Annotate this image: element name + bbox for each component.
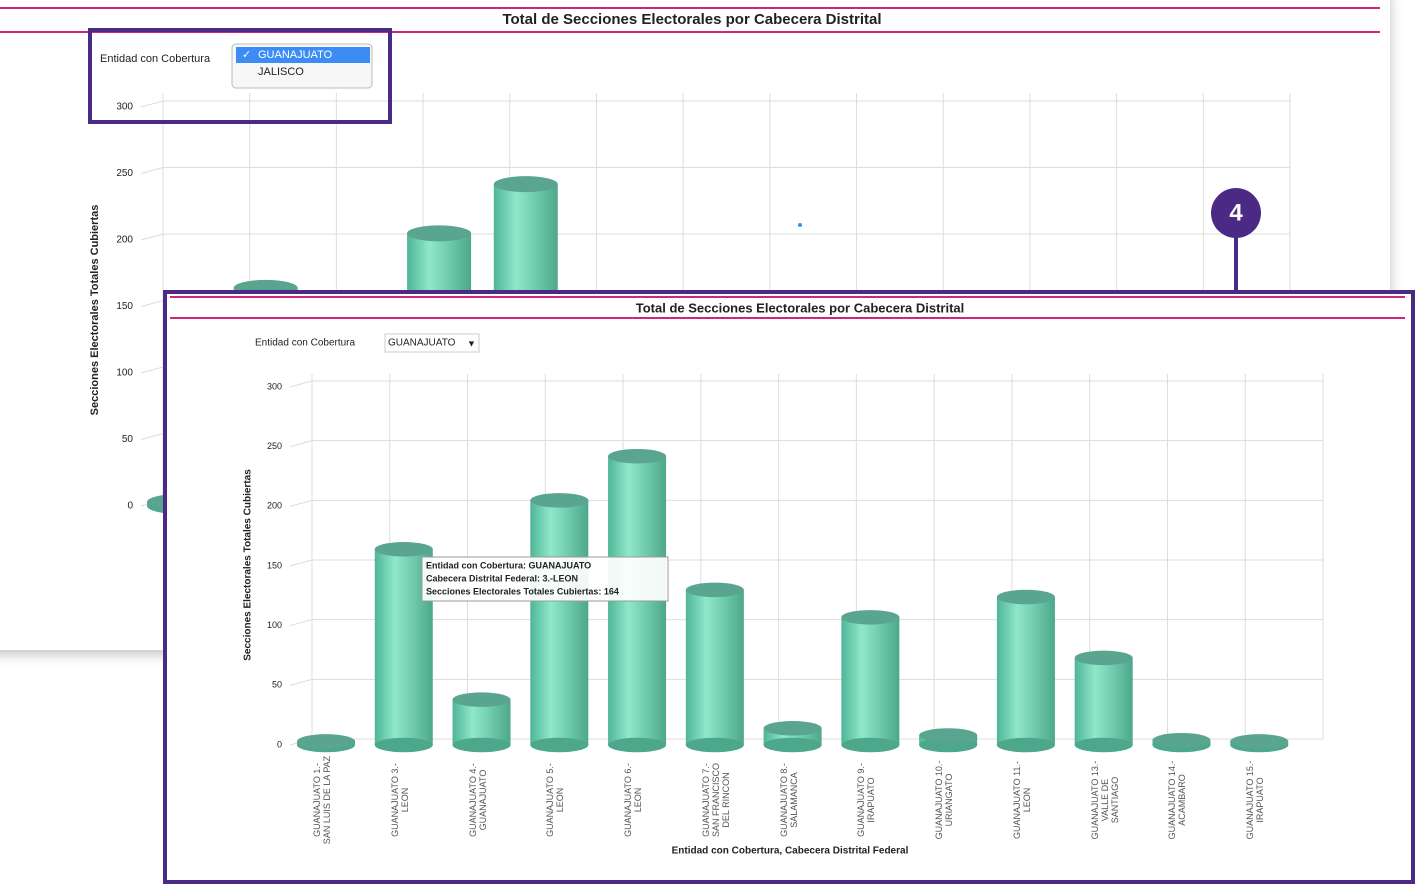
dropdown-option-selected[interactable] — [236, 47, 370, 63]
bar — [685, 589, 744, 745]
bar-top — [493, 176, 558, 193]
y-tick-label: 100 — [267, 620, 282, 630]
bar-top — [297, 734, 355, 749]
bar-base — [841, 737, 900, 753]
grid-line-depth — [140, 300, 164, 307]
bar-top — [919, 728, 978, 743]
bar-base — [452, 737, 511, 753]
bar-top — [1152, 732, 1211, 748]
bar-top — [452, 692, 511, 707]
filter-label: Entidad con Cobertura — [100, 53, 211, 65]
x-axis-label: Entidad con Cobertura, Cabecera Distrita… — [672, 846, 909, 857]
x-tick-label: GUANAJUATO 11.-LEON — [1011, 760, 1032, 840]
grid-line-depth — [289, 380, 313, 388]
bar-top — [763, 721, 822, 736]
bar-top — [841, 610, 900, 625]
front-panel — [163, 290, 1415, 884]
bar-top — [1074, 650, 1133, 666]
dropdown-option[interactable]: GUANAJUATO — [258, 49, 333, 61]
chart-title: Total de Secciones Electorales por Cabec… — [502, 11, 881, 28]
grid-line-depth — [289, 440, 313, 448]
x-tick-label: GUANAJUATO 6.-LEON — [623, 763, 644, 837]
bar-top — [407, 225, 472, 242]
dropdown-option[interactable]: JALISCO — [258, 66, 304, 78]
bar — [841, 617, 900, 745]
bar — [530, 500, 589, 745]
grid-line-depth — [140, 100, 164, 108]
bar-base — [374, 737, 433, 753]
y-tick-label: 50 — [272, 680, 282, 690]
x-tick-label: GUANAJUATO 7.-SAN FRANCISCO DEL RINCON — [700, 763, 731, 838]
grid-line-depth — [140, 433, 164, 440]
grid-line-depth — [140, 366, 164, 374]
bar — [996, 597, 1055, 745]
grid-line-depth — [289, 559, 313, 567]
bar-top — [996, 589, 1055, 605]
y-tick-label: 200 — [116, 235, 133, 246]
x-tick-label: GUANAJUATO 14.-ACAMBARO — [1167, 760, 1188, 840]
x-tick-label: GUANAJUATO 1.-SAN LUIS DE LA PAZ — [312, 755, 332, 845]
y-tick-label: 250 — [267, 441, 282, 451]
tooltip — [421, 556, 669, 602]
y-tick-label: 150 — [116, 301, 133, 312]
tooltip-line: Entidad con Cobertura: GUANAJUATO — [426, 560, 591, 570]
grid-line-depth — [289, 619, 313, 627]
bar-top — [608, 448, 667, 464]
bar-base — [763, 737, 822, 753]
bar-base — [1074, 737, 1133, 753]
y-tick-label: 0 — [127, 501, 133, 512]
x-tick-label: GUANAJUATO 3.-LEON — [389, 763, 410, 837]
y-tick-label: 300 — [116, 102, 133, 113]
chart-title: Total de Secciones Electorales por Cabec… — [636, 300, 965, 315]
bar-top — [685, 582, 744, 598]
x-tick-label: GUANAJUATO 5.-LEON — [545, 763, 566, 837]
y-tick-label: 150 — [267, 560, 282, 570]
bar-top — [374, 542, 433, 557]
y-axis-label: Secciones Electorales Totales Cubiertas — [243, 469, 254, 661]
y-tick-label: 0 — [277, 739, 282, 749]
x-tick-label: GUANAJUATO 10.-URIANGATO — [934, 760, 955, 840]
bar-base — [530, 737, 589, 753]
bar — [1074, 657, 1133, 745]
dropdown-arrow: ▼ — [467, 338, 476, 348]
bar-base — [608, 737, 667, 753]
grid-line-depth — [289, 678, 313, 686]
highlight-frame — [88, 28, 392, 124]
bar-base — [996, 737, 1055, 753]
grid-line-depth — [140, 233, 164, 241]
checkmark: ✓ — [242, 49, 251, 61]
filter-label: Entidad con Cobertura — [255, 338, 356, 349]
x-tick-label: GUANAJUATO 4.-GUANAJUATO — [467, 763, 488, 837]
callout-badge — [1211, 188, 1261, 238]
x-tick-label: GUANAJUATO 15.-IRAPUATO — [1245, 760, 1266, 840]
grid-line-depth — [140, 167, 164, 174]
bar — [452, 699, 511, 745]
x-tick-label: GUANAJUATO 13.-VALLE DE SANTIAGO — [1089, 760, 1120, 840]
tooltip-line: Secciones Electorales Totales Cubiertas:… — [426, 586, 619, 596]
y-tick-label: 300 — [267, 381, 282, 391]
x-tick-label: GUANAJUATO 9.-IRAPUATO — [856, 763, 877, 837]
dropdown-value[interactable]: GUANAJUATO — [388, 338, 456, 349]
y-tick-label: 200 — [267, 501, 282, 511]
y-axis-label: Secciones Electorales Totales Cubiertas — [89, 205, 101, 416]
x-tick-label: GUANAJUATO 8.-SALAMANCA — [778, 763, 799, 837]
callout-number: 4 — [1229, 199, 1243, 226]
bar-top — [1230, 734, 1289, 749]
y-tick-label: 50 — [122, 434, 134, 445]
dropdown[interactable] — [384, 333, 480, 353]
y-tick-label: 100 — [116, 368, 133, 379]
y-tick-label: 250 — [116, 168, 133, 179]
bar-top — [530, 493, 589, 508]
grid-line-depth — [289, 499, 313, 507]
tooltip-line: Cabecera Distrital Federal: 3.-LEON — [426, 573, 578, 583]
bar-base — [685, 737, 744, 753]
cursor-dot — [798, 223, 802, 227]
